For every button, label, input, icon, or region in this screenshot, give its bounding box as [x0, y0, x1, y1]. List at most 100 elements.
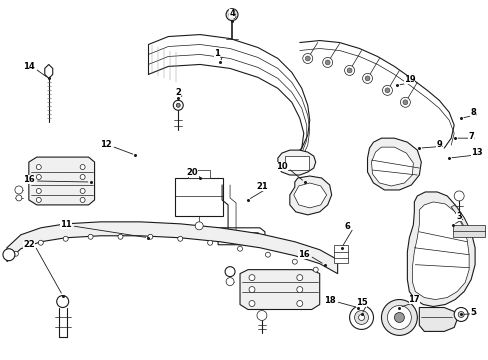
Text: 16: 16 [297, 250, 309, 259]
Circle shape [296, 287, 302, 293]
Polygon shape [7, 222, 337, 274]
Circle shape [228, 12, 235, 18]
Circle shape [36, 197, 41, 202]
Circle shape [382, 85, 392, 95]
Text: 16: 16 [23, 175, 35, 184]
Text: 7: 7 [468, 132, 473, 141]
Text: 10: 10 [276, 162, 287, 171]
Circle shape [178, 236, 183, 241]
Polygon shape [419, 307, 456, 332]
Polygon shape [367, 138, 421, 190]
Circle shape [248, 275, 254, 280]
Text: 2: 2 [175, 88, 181, 97]
Circle shape [36, 165, 41, 170]
Text: 1: 1 [214, 49, 220, 58]
Text: 8: 8 [469, 108, 475, 117]
Circle shape [195, 222, 203, 230]
Circle shape [224, 267, 235, 276]
Circle shape [381, 300, 416, 336]
Polygon shape [29, 157, 94, 205]
Polygon shape [45, 64, 53, 78]
Bar [175, 178, 223, 216]
Circle shape [358, 315, 364, 320]
Circle shape [256, 310, 266, 320]
Circle shape [225, 278, 234, 285]
Circle shape [386, 306, 410, 329]
Text: 21: 21 [256, 182, 267, 191]
Circle shape [346, 68, 351, 73]
Circle shape [394, 312, 404, 323]
Circle shape [207, 240, 212, 245]
Circle shape [453, 191, 463, 201]
Circle shape [3, 249, 15, 261]
Circle shape [248, 287, 254, 293]
Circle shape [296, 301, 302, 306]
Text: 3: 3 [455, 212, 461, 221]
Text: 6: 6 [344, 222, 350, 231]
Text: 9: 9 [435, 140, 441, 149]
Circle shape [248, 301, 254, 306]
Circle shape [302, 54, 312, 63]
Polygon shape [407, 192, 474, 306]
Circle shape [88, 234, 93, 239]
Text: 13: 13 [470, 148, 482, 157]
Text: 18: 18 [323, 296, 335, 305]
Text: 11: 11 [60, 220, 71, 229]
Circle shape [292, 259, 297, 264]
Text: 20: 20 [186, 168, 198, 177]
Polygon shape [277, 150, 315, 175]
Circle shape [173, 100, 183, 110]
Circle shape [13, 251, 19, 256]
Circle shape [354, 310, 368, 324]
Bar [285, 156, 308, 170]
Polygon shape [371, 147, 412, 186]
Polygon shape [293, 183, 326, 208]
Text: 22: 22 [23, 240, 35, 249]
Circle shape [296, 275, 302, 280]
Circle shape [402, 100, 407, 105]
Circle shape [36, 175, 41, 180]
Circle shape [118, 234, 122, 239]
Circle shape [225, 9, 238, 21]
Text: 19: 19 [403, 75, 414, 84]
Circle shape [80, 189, 85, 193]
Polygon shape [240, 270, 319, 310]
Circle shape [237, 246, 242, 251]
Circle shape [349, 306, 373, 329]
Circle shape [364, 76, 369, 81]
Circle shape [15, 186, 23, 194]
Circle shape [36, 189, 41, 193]
Circle shape [453, 307, 467, 321]
Circle shape [362, 73, 372, 84]
Text: 15: 15 [355, 298, 366, 307]
Bar [188, 170, 210, 178]
Bar [452, 225, 484, 237]
Circle shape [80, 165, 85, 170]
Circle shape [80, 175, 85, 180]
Circle shape [147, 234, 153, 239]
Text: 14: 14 [23, 62, 35, 71]
Circle shape [57, 296, 68, 307]
Text: 5: 5 [469, 307, 475, 316]
Text: 12: 12 [100, 140, 111, 149]
Circle shape [305, 56, 309, 61]
Circle shape [313, 267, 318, 272]
Circle shape [38, 240, 43, 245]
Polygon shape [411, 202, 468, 300]
Circle shape [457, 311, 463, 318]
Circle shape [384, 88, 389, 93]
Polygon shape [450, 205, 470, 232]
Circle shape [265, 252, 270, 257]
Bar [333, 245, 347, 263]
Circle shape [16, 195, 22, 201]
Text: 4: 4 [229, 9, 235, 18]
Circle shape [400, 97, 409, 107]
Circle shape [63, 236, 68, 241]
Polygon shape [289, 176, 331, 215]
Circle shape [344, 66, 354, 75]
Circle shape [80, 197, 85, 202]
Circle shape [322, 58, 332, 67]
Circle shape [176, 103, 180, 107]
Text: 17: 17 [407, 294, 419, 303]
Circle shape [325, 60, 329, 65]
